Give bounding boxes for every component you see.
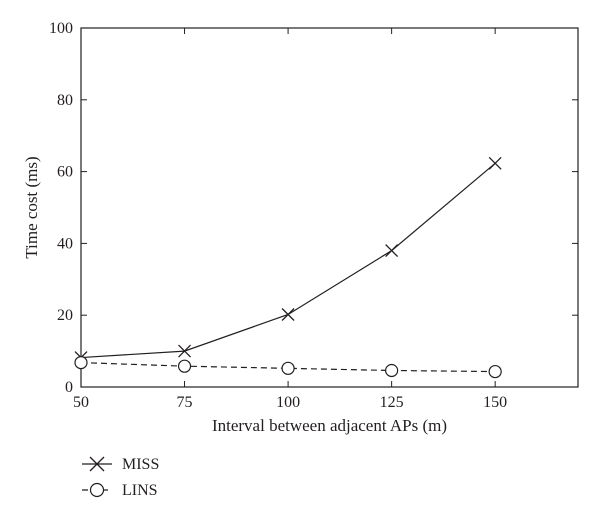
x-tick-label: 100 bbox=[276, 394, 300, 411]
x-tick-label: 75 bbox=[177, 394, 193, 411]
data-point-lins bbox=[177, 359, 192, 373]
y-tick-label: 0 bbox=[65, 379, 73, 396]
y-tick-label: 20 bbox=[57, 307, 73, 324]
legend-marker bbox=[89, 456, 105, 472]
series-line-miss bbox=[80, 162, 496, 359]
data-point-miss bbox=[488, 156, 502, 170]
series-miss bbox=[74, 156, 502, 365]
legend-item-miss: MISS bbox=[82, 456, 159, 473]
x-tick-label: 125 bbox=[380, 394, 404, 411]
series-layer bbox=[74, 156, 502, 379]
series-line-lins bbox=[80, 361, 496, 373]
data-point-miss bbox=[178, 344, 192, 358]
data-point-lins bbox=[74, 355, 88, 370]
legend: MISS LINS bbox=[82, 456, 159, 499]
plot-frame bbox=[80, 27, 579, 388]
plot-area: 50 75 100 125 150 0 20 40 60 80 100 bbox=[49, 20, 579, 411]
y-tick-label: 60 bbox=[57, 164, 73, 181]
y-axis: 0 20 40 60 80 100 bbox=[49, 20, 578, 396]
y-axis-label: Time cost (ms) bbox=[22, 156, 41, 258]
data-point-lins bbox=[281, 361, 295, 375]
data-point-miss bbox=[385, 244, 399, 258]
y-tick-label: 80 bbox=[57, 92, 73, 109]
data-point-lins bbox=[488, 364, 502, 379]
legend-marker bbox=[89, 482, 105, 498]
x-tick-label: 150 bbox=[483, 394, 507, 411]
legend-item-lins: LINS bbox=[82, 482, 158, 499]
y-tick-label: 40 bbox=[57, 235, 73, 252]
legend-label: LINS bbox=[122, 482, 158, 499]
x-axis-label: Interval between adjacent APs (m) bbox=[212, 416, 447, 435]
y-tick-label: 100 bbox=[49, 20, 73, 37]
data-point-lins bbox=[385, 363, 399, 378]
data-point-miss bbox=[281, 308, 295, 321]
x-axis: 50 75 100 125 150 bbox=[73, 28, 507, 411]
x-tick-label: 50 bbox=[73, 394, 89, 411]
legend-label: MISS bbox=[122, 456, 159, 473]
series-lins bbox=[74, 355, 502, 379]
